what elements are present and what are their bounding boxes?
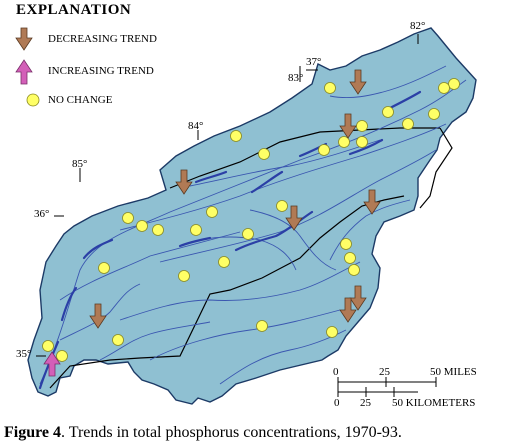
scale-km-50: 50 KILOMETERS (392, 397, 476, 409)
legend-increasing-symbol (15, 59, 33, 85)
no-change-marker (98, 262, 110, 274)
legend-decreasing-symbol (15, 27, 33, 51)
no-change-marker (206, 206, 218, 218)
legend-increasing-label: INCREASING TREND (48, 65, 154, 77)
legend-no-change-symbol (26, 93, 40, 107)
latitude-35-label: 35° (16, 348, 32, 360)
scale-miles-25: 25 (379, 366, 390, 378)
decreasing-trend-marker (285, 205, 303, 231)
decreasing-trend-marker (339, 297, 357, 323)
rivers (39, 65, 467, 385)
decreasing-trend-marker (89, 303, 107, 329)
increasing-trend-marker (43, 351, 61, 377)
decreasing-trend-marker (349, 69, 367, 95)
longitude-84-label: 84° (188, 120, 204, 132)
no-change-marker (448, 78, 460, 90)
no-change-marker (356, 136, 368, 148)
scale-km-25: 25 (360, 397, 371, 409)
no-change-marker (438, 82, 450, 94)
decreasing-trend-marker (339, 113, 357, 139)
no-change-marker (340, 238, 352, 250)
no-change-marker (218, 256, 230, 268)
legend-no-change-label: NO CHANGE (48, 94, 113, 106)
no-change-marker (428, 108, 440, 120)
no-change-marker (122, 212, 134, 224)
legend-title: EXPLANATION (16, 2, 132, 18)
basin-outline (27, 27, 477, 405)
no-change-marker (348, 264, 360, 276)
no-change-marker (276, 200, 288, 212)
station-markers (42, 69, 460, 377)
no-change-marker (152, 224, 164, 236)
scale-miles-0: 0 (333, 366, 339, 378)
figure-caption-text: . Trends in total phosphorus concentrati… (61, 424, 402, 441)
no-change-marker (190, 224, 202, 236)
no-change-marker (324, 82, 336, 94)
no-change-marker (344, 252, 356, 264)
decreasing-trend-marker (175, 169, 193, 195)
figure-number: Figure 4 (4, 424, 62, 441)
no-change-marker (230, 130, 242, 142)
no-change-marker (112, 334, 124, 346)
scale-km-0: 0 (334, 397, 340, 409)
no-change-marker (356, 120, 368, 132)
decreasing-trend-marker (349, 285, 367, 311)
legend-decreasing-label: DECREASING TREND (48, 33, 157, 45)
latitude-36-label: 36° (34, 208, 50, 220)
latitude-37-label: 37° (306, 56, 322, 68)
no-change-marker (382, 106, 394, 118)
no-change-marker (256, 320, 268, 332)
scale-miles-50: 50 MILES (430, 366, 477, 378)
no-change-marker (326, 326, 338, 338)
figure-caption: Figure 4. Trends in total phosphorus con… (4, 424, 402, 442)
graticule-ticks (36, 34, 419, 357)
no-change-marker (242, 228, 254, 240)
scale-bars (337, 377, 437, 397)
no-change-marker (318, 144, 330, 156)
longitude-83-label: 83° (288, 72, 304, 84)
no-change-marker (56, 350, 68, 362)
no-change-marker (402, 118, 414, 130)
no-change-marker (136, 220, 148, 232)
longitude-82-label: 82° (410, 20, 426, 32)
no-change-marker (338, 136, 350, 148)
no-change-marker (258, 148, 270, 160)
decreasing-trend-marker (363, 189, 381, 215)
no-change-marker (178, 270, 190, 282)
no-change-marker (42, 340, 54, 352)
longitude-85-label: 85° (72, 158, 88, 170)
